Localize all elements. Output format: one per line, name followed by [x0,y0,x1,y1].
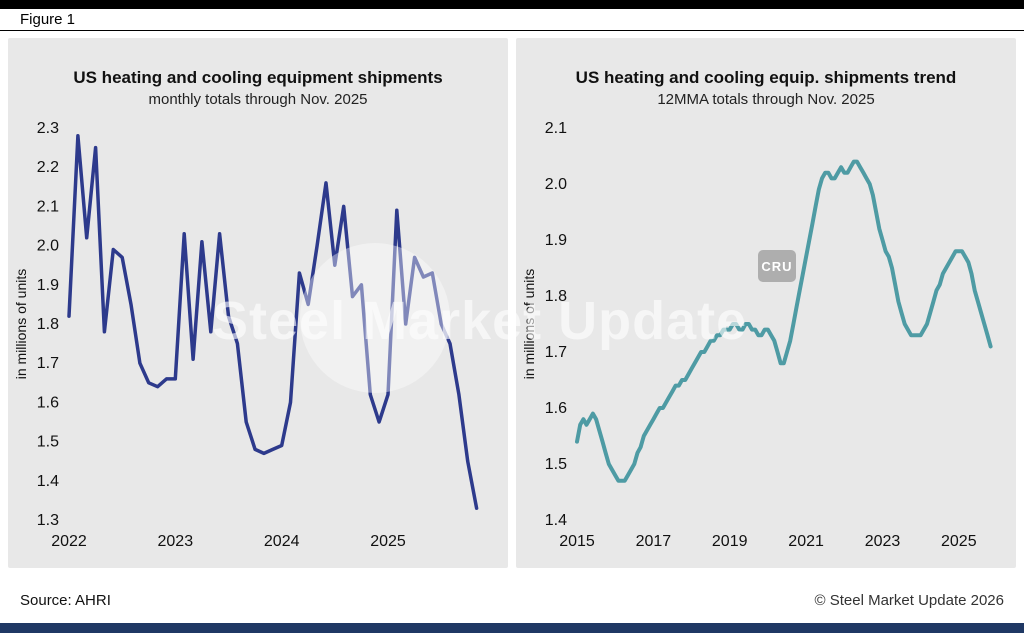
svg-text:2015: 2015 [559,533,595,550]
svg-text:1.5: 1.5 [37,434,59,451]
footer: Source: AHRI © Steel Market Update 2026 [0,568,1024,623]
svg-text:2.1: 2.1 [37,198,59,215]
svg-text:2023: 2023 [865,533,901,550]
chart-title-monthly: US heating and cooling equipment shipmen… [73,68,443,87]
chart-subtitle-12mma: 12MMA totals through Nov. 2025 [657,91,875,108]
chart-subtitle-monthly: monthly totals through Nov. 2025 [148,91,368,108]
svg-text:1.7: 1.7 [37,355,59,372]
line-chart-12mma: 1.4 1.5 1.6 1.7 1.8 1.9 2.0 2.1 2015 2017 2019 2021… [521,120,993,550]
svg-text:1.9: 1.9 [37,277,59,294]
svg-text:2.1: 2.1 [545,120,567,137]
svg-text:in millions of units: in millions of units [13,269,29,380]
svg-text:1.9: 1.9 [545,232,567,249]
figure-label: Figure 1 [20,11,76,28]
bottom-bar [0,623,1024,633]
svg-text:2.0: 2.0 [37,238,59,255]
svg-text:1.8: 1.8 [545,288,567,305]
svg-text:2023: 2023 [158,533,194,550]
svg-text:2.0: 2.0 [545,176,567,193]
svg-text:1.6: 1.6 [545,400,567,417]
charts-row: US heating and cooling equipment shipmen… [0,38,1024,568]
chart-title-12mma: US heating and cooling equip. shipments … [575,68,957,87]
chart-panel-12mma: US heating and cooling equip. shipments … [516,38,1016,568]
svg-text:1.8: 1.8 [37,316,59,333]
svg-text:1.7: 1.7 [545,344,567,361]
svg-text:1.3: 1.3 [37,512,59,529]
svg-text:1.4: 1.4 [37,473,59,490]
svg-text:2019: 2019 [712,533,748,550]
svg-text:1.5: 1.5 [545,456,567,473]
svg-text:2017: 2017 [636,533,672,550]
svg-text:in millions of units: in millions of units [521,269,537,380]
line-chart-monthly: 1.3 1.4 1.5 1.6 1.7 1.8 1.9 2.0 2.1 2.2 2.3 2022 202… [13,120,479,550]
figure-label-row: Figure 1 [0,9,1024,31]
svg-text:2.2: 2.2 [37,159,59,176]
svg-text:1.6: 1.6 [37,394,59,411]
chart-panel-monthly: US heating and cooling equipment shipmen… [8,38,508,568]
svg-text:2022: 2022 [51,533,87,550]
svg-text:2025: 2025 [370,533,406,550]
svg-text:2021: 2021 [788,533,824,550]
source-note: Source: AHRI [20,592,111,609]
top-bar [0,0,1024,9]
svg-text:2025: 2025 [941,533,977,550]
copyright-note: © Steel Market Update 2026 [814,592,1005,609]
svg-text:1.4: 1.4 [545,512,567,529]
svg-text:2.3: 2.3 [37,120,59,137]
svg-text:2024: 2024 [264,533,300,550]
